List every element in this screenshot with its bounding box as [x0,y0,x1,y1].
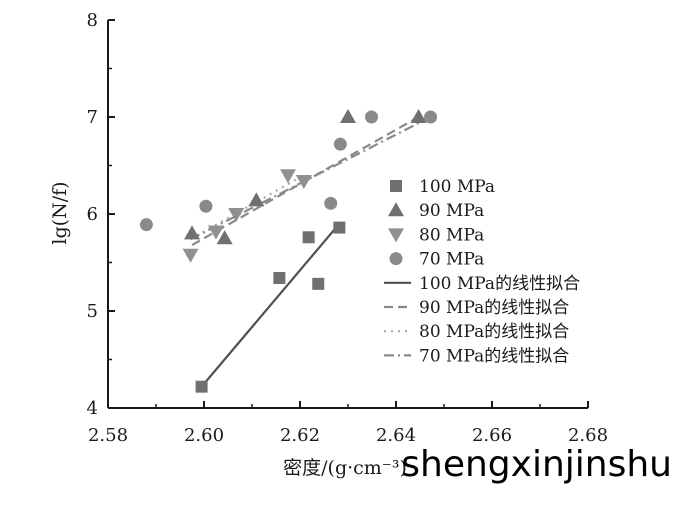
y-tick-label: 5 [87,301,98,322]
y-tick-label: 7 [87,107,98,128]
data-point [312,277,325,290]
data-point [302,231,315,244]
data-point [199,199,213,213]
data-point [182,248,199,263]
data-point [273,272,286,285]
legend-label: 100 MPa [419,177,495,197]
legend-label: 70 MPa [419,250,484,270]
data-points [139,109,438,393]
legend-label: 70 MPa的线性拟合 [419,346,569,366]
legend-label: 100 MPa的线性拟合 [419,274,580,294]
legend-label: 90 MPa的线性拟合 [419,298,569,318]
y-tick-label: 4 [87,398,98,419]
data-point [216,230,233,245]
x-tick-label: 2.66 [472,425,512,446]
data-point [424,110,438,124]
data-point [280,169,296,184]
fit-lines [190,116,432,388]
data-point [139,218,153,232]
data-point [208,225,224,240]
y-axis-label: lg(N/f) [49,181,71,244]
legend-marker [388,228,404,243]
data-point [340,109,356,123]
x-tick-label: 2.68 [568,425,608,446]
watermark-text: shengxinjinshu [401,444,672,485]
data-point [324,196,338,210]
data-point [410,109,427,123]
x-axis-label: 密度/(g·cm⁻³) [283,457,407,479]
fit-line [200,222,341,388]
data-point [195,380,208,393]
legend-label: 90 MPa [419,201,484,221]
data-point [295,175,312,190]
data-point [365,110,379,124]
y-tick-label: 8 [87,10,98,31]
legend-label: 80 MPa的线性拟合 [419,322,569,342]
data-point [333,221,346,234]
legend-marker [388,202,404,217]
x-tick-label: 2.60 [184,425,224,446]
data-point [184,225,200,240]
data-point [248,192,265,207]
data-point [228,208,245,222]
x-tick-label: 2.62 [280,425,320,446]
legend-marker [389,252,403,266]
x-tick-label: 2.58 [88,425,128,446]
x-tick-label: 2.64 [376,425,416,446]
fit-line [190,116,432,241]
axes: 4 5 6 7 8 2.58 2.60 2.62 2.64 2.66 2.68 [87,10,608,446]
y-tick-label: 6 [87,204,98,225]
data-point [333,137,347,151]
legend-label: 80 MPa [419,225,484,245]
legend: 100 MPa 90 MPa 80 MPa 70 MPa 100 MPa的线性拟合 90 … [384,177,580,366]
legend-marker [390,180,402,192]
